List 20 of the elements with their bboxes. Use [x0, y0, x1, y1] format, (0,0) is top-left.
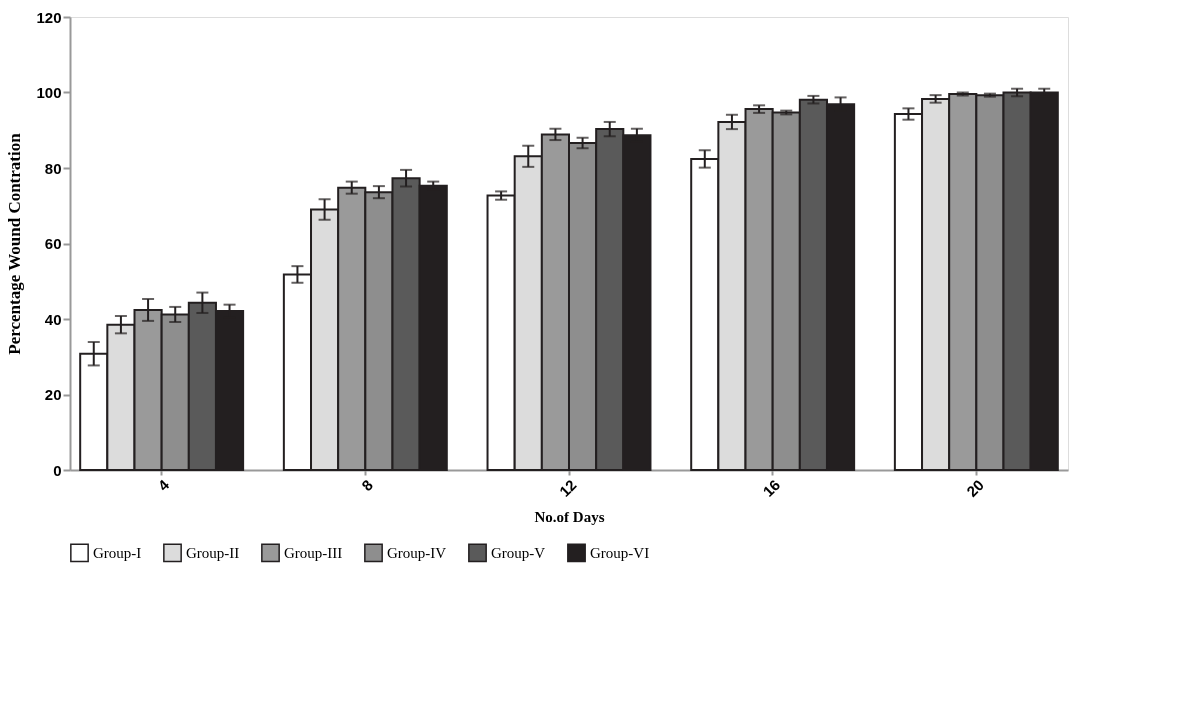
- x-tick-label: 16: [759, 476, 784, 500]
- legend-label: Group-IV: [387, 544, 447, 561]
- x-tick-label: 8: [358, 476, 376, 495]
- legend-label: Group-VI: [590, 544, 650, 561]
- legend-label: Group-V: [491, 544, 546, 561]
- y-tick-label: 100: [36, 84, 62, 101]
- y-tick-label: 60: [44, 235, 62, 252]
- y-tick-label: 80: [44, 159, 62, 177]
- y-axis-title: Percentage Wound Contration: [5, 132, 25, 355]
- y-tick-label: 0: [53, 461, 62, 479]
- legend-label: Group-III: [284, 544, 343, 561]
- legend-label: Group-I: [93, 544, 142, 561]
- x-tick-label: 4: [154, 475, 173, 495]
- y-tick-label: 20: [44, 386, 62, 403]
- y-tick-label: 40: [44, 310, 62, 328]
- x-axis-title: No.of Days: [534, 508, 605, 525]
- x-tick-label: 20: [963, 476, 987, 500]
- y-tick-label: 120: [36, 8, 62, 26]
- x-tick-label: 12: [555, 476, 580, 500]
- legend-label: Group-II: [186, 544, 240, 561]
